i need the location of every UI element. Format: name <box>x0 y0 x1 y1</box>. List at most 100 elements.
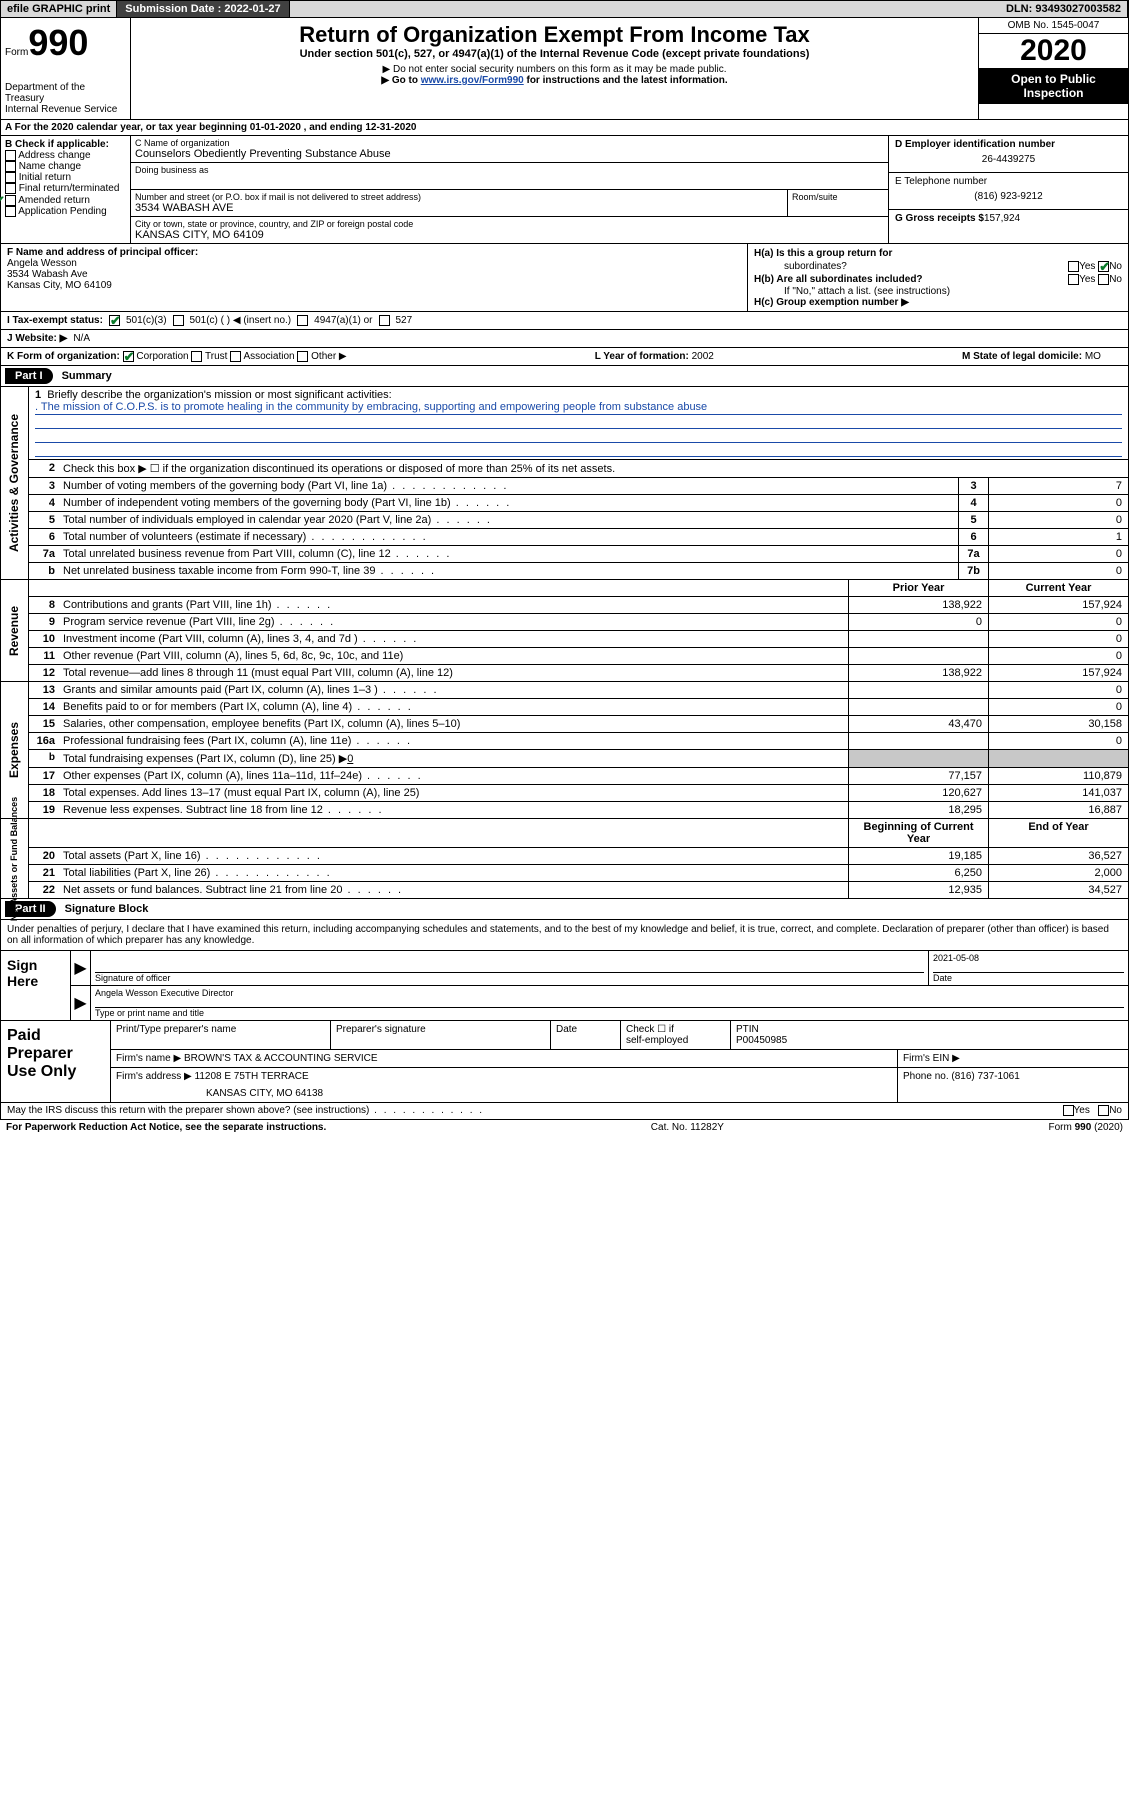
val-4: 0 <box>988 495 1128 511</box>
checkbox-icon[interactable] <box>230 351 241 362</box>
h-b: H(b) Are all subordinates included? Yes … <box>754 273 1122 286</box>
checkbox-icon[interactable] <box>191 351 202 362</box>
prep-date-hdr: Date <box>551 1021 621 1049</box>
section-bcd: B Check if applicable: Address change Na… <box>0 136 1129 244</box>
discuss-question: May the IRS discuss this return with the… <box>7 1105 484 1116</box>
col-current: Current Year <box>988 580 1128 596</box>
val-7b: 0 <box>988 563 1128 579</box>
col-prior: Prior Year <box>848 580 988 596</box>
line-18: Total expenses. Add lines 13–17 (must eq… <box>59 785 848 801</box>
rev-body: Prior Year Current Year 8Contributions a… <box>29 580 1128 681</box>
line-16a: Professional fundraising fees (Part IX, … <box>59 733 848 749</box>
chk-name[interactable]: Name change <box>5 161 126 172</box>
header-mid: Return of Organization Exempt From Incom… <box>131 18 978 119</box>
chk-pending[interactable]: Application Pending <box>5 206 126 217</box>
prep-sig-hdr: Preparer's signature <box>331 1021 551 1049</box>
form-number: Form990 <box>5 22 126 64</box>
tel-cell: E Telephone number (816) 923-9212 <box>889 173 1128 210</box>
prep-ptin: PTINP00450985 <box>731 1021 1128 1049</box>
checkbox-icon <box>5 150 16 161</box>
part2-header: Part II Signature Block <box>0 899 1129 920</box>
city-cell: City or town, state or province, country… <box>131 217 888 243</box>
sig-line[interactable] <box>95 953 924 973</box>
checkbox-icon[interactable] <box>173 315 184 326</box>
officer-printed-name: Angela Wesson Executive Director <box>95 988 1124 1008</box>
checkbox-icon[interactable] <box>1063 1105 1074 1116</box>
org-name-cell: C Name of organization Counselors Obedie… <box>131 136 888 163</box>
sign-right: ▶ Signature of officer 2021-05-08 Date ▶… <box>71 951 1128 1020</box>
checkbox-icon[interactable] <box>297 351 308 362</box>
checkbox-icon[interactable] <box>1068 261 1079 272</box>
gov-body: 1 Briefly describe the organization's mi… <box>29 387 1128 579</box>
line-11: Other revenue (Part VIII, column (A), li… <box>59 648 848 664</box>
form-title: Return of Organization Exempt From Incom… <box>137 22 972 48</box>
irs-link[interactable]: www.irs.gov/Form990 <box>421 75 524 86</box>
line-16b: Total fundraising expenses (Part IX, col… <box>59 750 848 767</box>
val-3: 7 <box>988 478 1128 494</box>
checkbox-icon <box>5 172 16 183</box>
checkbox-checked-icon[interactable] <box>123 351 134 362</box>
checkbox-icon[interactable] <box>1098 274 1109 285</box>
checkbox-icon[interactable] <box>1098 1105 1109 1116</box>
val-7a: 0 <box>988 546 1128 562</box>
sig-date: 2021-05-08 <box>933 953 1124 973</box>
checkbox-icon[interactable] <box>1068 274 1079 285</box>
declaration: Under penalties of perjury, I declare th… <box>0 920 1129 951</box>
cat-no: Cat. No. 11282Y <box>651 1122 724 1133</box>
sign-block: Sign Here ▶ Signature of officer 2021-05… <box>0 951 1129 1021</box>
checkbox-checked-icon[interactable] <box>109 315 120 326</box>
netassets-section: Net Assets or Fund Balances Beginning of… <box>0 819 1129 899</box>
h-c: H(c) Group exemption number ▶ <box>754 297 1122 308</box>
line-13: Grants and similar amounts paid (Part IX… <box>59 682 848 698</box>
rev-header: Prior Year Current Year <box>29 580 1128 597</box>
line-10: Investment income (Part VIII, column (A)… <box>59 631 848 647</box>
chk-final[interactable]: Final return/terminated <box>5 183 126 194</box>
part1-header: Part I Summary <box>0 366 1129 387</box>
section-b: B Check if applicable: Address change Na… <box>1 136 131 243</box>
chk-amended[interactable]: Amended return <box>5 195 126 206</box>
discuss-row: May the IRS discuss this return with the… <box>0 1103 1129 1119</box>
city: KANSAS CITY, MO 64109 <box>135 229 884 241</box>
room-cell: Room/suite <box>788 190 888 217</box>
street-cell: Number and street (or P.O. box if mail i… <box>131 190 788 217</box>
checkbox-icon[interactable] <box>297 315 308 326</box>
section-j: J Website: ▶ N/A <box>0 330 1129 348</box>
line-8: Contributions and grants (Part VIII, lin… <box>59 597 848 613</box>
exp-body: 13Grants and similar amounts paid (Part … <box>29 682 1128 818</box>
form-header: Form990 Department of the Treasury Inter… <box>0 18 1129 120</box>
gross-receipts: 157,924 <box>984 213 1020 224</box>
dept-label: Department of the Treasury Internal Reve… <box>5 82 126 115</box>
chk-address[interactable]: Address change <box>5 150 126 161</box>
line-7a: Total unrelated business revenue from Pa… <box>59 546 958 562</box>
form-ref: Form 990 (2020) <box>1049 1122 1123 1133</box>
section-l: L Year of formation: 2002 <box>595 351 714 362</box>
firm-ein-cell: Firm's EIN ▶ <box>898 1050 1128 1067</box>
dln-cell: DLN: 93493027003582 <box>1000 1 1128 17</box>
h-a: H(a) Is this a group return for <box>754 247 1122 260</box>
checkbox-icon[interactable] <box>379 315 390 326</box>
arrow-icon: ▶ <box>71 986 91 1020</box>
mission-blank <box>35 429 1122 443</box>
gross-cell: G Gross receipts $157,924 <box>889 210 1128 227</box>
section-klm: K Form of organization: Corporation Trus… <box>0 348 1129 366</box>
section-i: I Tax-exempt status: 501(c)(3) 501(c) ( … <box>0 312 1129 330</box>
checkbox-icon <box>5 206 16 217</box>
net-vert-label: Net Assets or Fund Balances <box>1 819 29 898</box>
line-17: Other expenses (Part IX, column (A), lin… <box>59 768 848 784</box>
ein-cell: D Employer identification number 26-4439… <box>889 136 1128 173</box>
h-a2: subordinates? Yes No <box>754 260 1122 273</box>
chk-initial[interactable]: Initial return <box>5 172 126 183</box>
checkbox-checked-icon[interactable] <box>1098 261 1109 272</box>
submission-date-btn[interactable]: Submission Date : 2022-01-27 <box>117 1 289 17</box>
part1-bar: Part I <box>5 368 53 384</box>
section-a: A For the 2020 calendar year, or tax yea… <box>0 120 1129 136</box>
revenue-section: Revenue Prior Year Current Year 8Contrib… <box>0 580 1129 682</box>
line-14: Benefits paid to or for members (Part IX… <box>59 699 848 715</box>
net-body: Beginning of Current Year End of Year 20… <box>29 819 1128 898</box>
line-7b: Net unrelated business taxable income fr… <box>59 563 958 579</box>
mission-text: . The mission of C.O.P.S. is to promote … <box>35 401 1122 415</box>
officer-city: Kansas City, MO 64109 <box>7 280 741 291</box>
line-5: Total number of individuals employed in … <box>59 512 958 528</box>
b-label: B Check if applicable: <box>5 139 126 150</box>
line-4: Number of independent voting members of … <box>59 495 958 511</box>
